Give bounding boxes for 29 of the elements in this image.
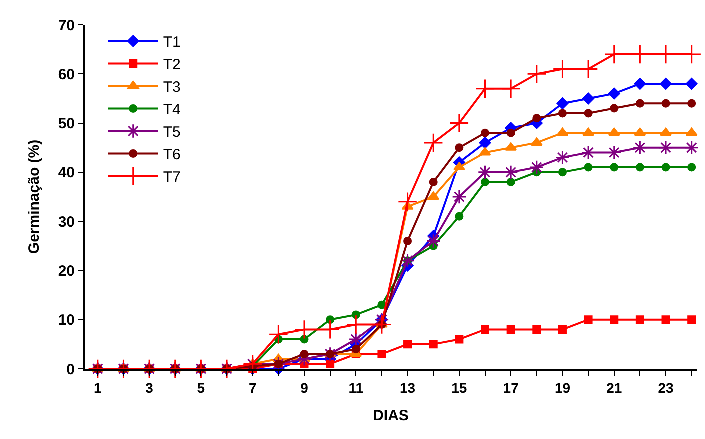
x-tick-label: 9 <box>300 380 309 396</box>
x-tick-label: 11 <box>348 380 364 396</box>
y-tick-label: 0 <box>66 361 75 378</box>
y-tick-label: 60 <box>58 66 75 84</box>
y-tick-label: 40 <box>58 164 75 182</box>
legend-label: T5 <box>163 124 181 142</box>
y-axis-title: Germinação (%) <box>26 140 44 254</box>
legend-label: T1 <box>163 34 181 52</box>
x-tick-label: 21 <box>606 380 622 396</box>
y-tick-label: 20 <box>58 262 75 280</box>
x-tick-label: 7 <box>248 380 257 396</box>
y-tick-label: 10 <box>58 312 75 330</box>
y-tick-label: 30 <box>58 214 75 231</box>
x-tick-label: 5 <box>197 380 206 396</box>
x-tick-label: 17 <box>503 380 520 396</box>
x-tick-label: 3 <box>146 380 154 396</box>
x-tick-label: 19 <box>554 380 571 396</box>
y-tick-label: 50 <box>58 116 75 133</box>
x-tick-label: 23 <box>658 380 674 396</box>
x-tick-label: 15 <box>452 380 468 396</box>
legend-label: T4 <box>163 102 181 119</box>
legend-label: T6 <box>163 146 181 164</box>
legend-label: T3 <box>163 79 181 96</box>
x-axis-title: DIAS <box>373 407 409 424</box>
x-tick-label: 1 <box>94 380 102 396</box>
legend-label: T2 <box>163 56 181 74</box>
y-tick-label: 70 <box>58 17 75 34</box>
x-tick-label: 13 <box>400 380 416 396</box>
legend-label: T7 <box>163 169 181 186</box>
